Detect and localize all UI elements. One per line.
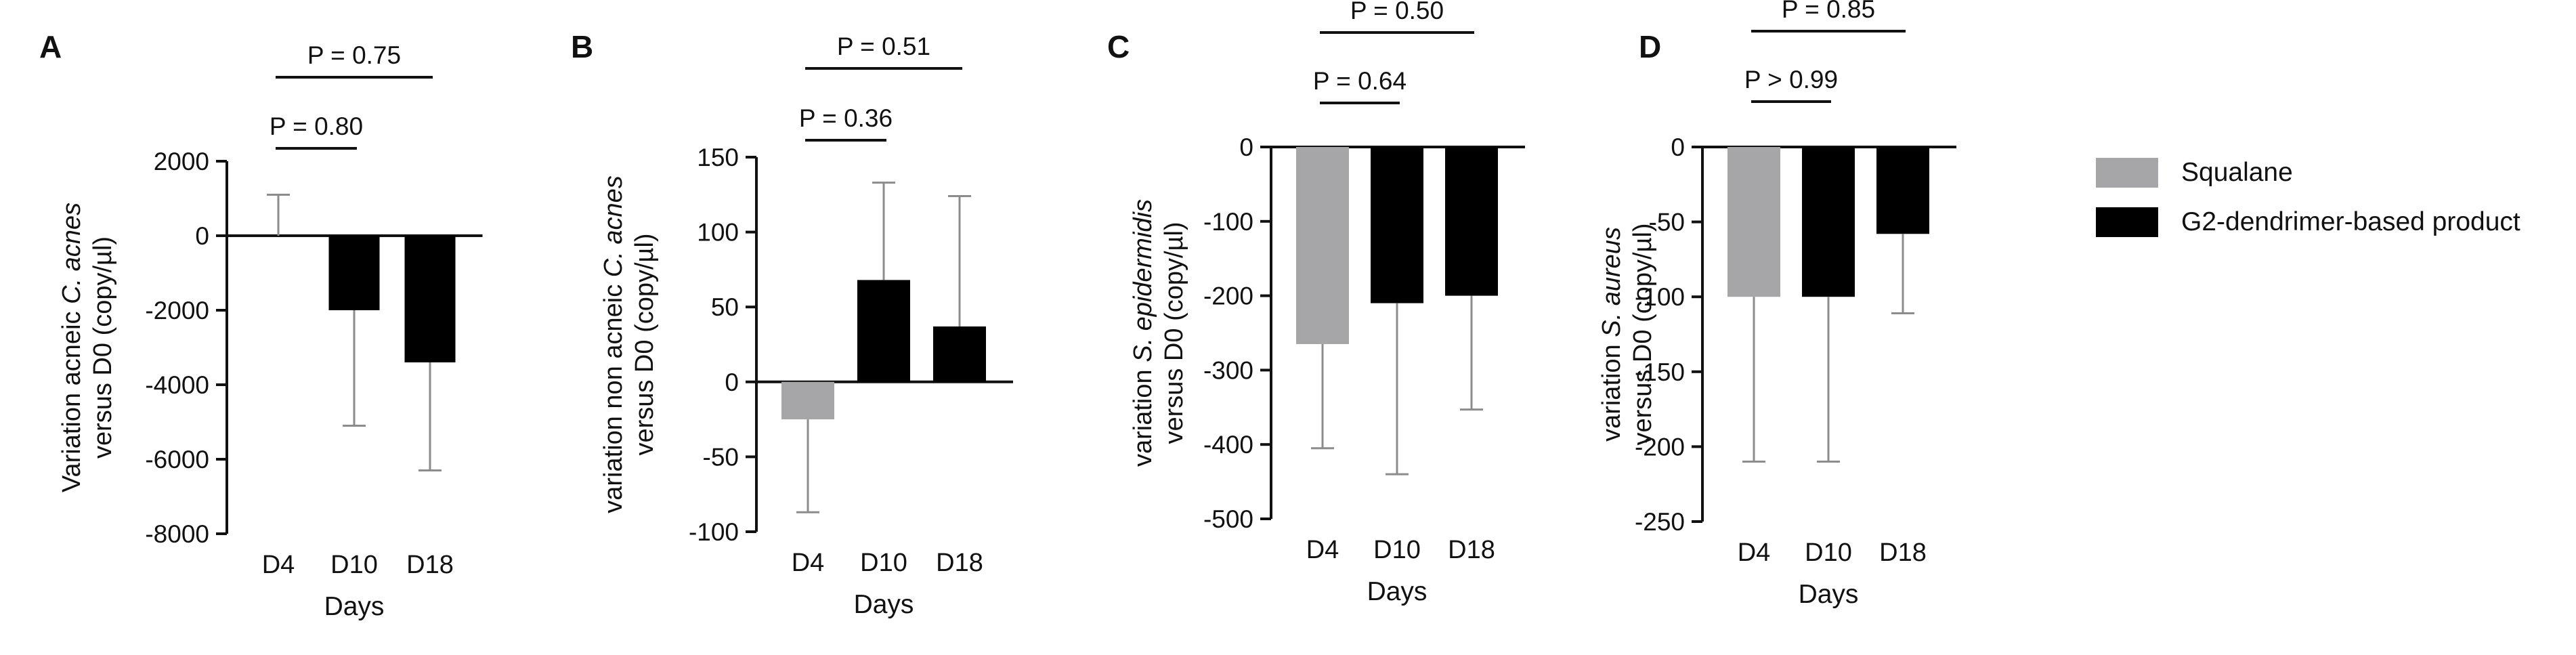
y-tick-label: -250 bbox=[1635, 508, 1685, 536]
y-tick-label: -6000 bbox=[145, 446, 209, 473]
x-tick-label: D4 bbox=[792, 549, 825, 577]
y-tick-label: -150 bbox=[1635, 358, 1685, 386]
y-tick-label: -100 bbox=[1635, 283, 1685, 311]
x-tick-label: D4 bbox=[1738, 538, 1771, 567]
x-tick-label: D18 bbox=[1448, 536, 1495, 564]
legend-swatch-g2 bbox=[2096, 207, 2158, 237]
x-tick-label: D18 bbox=[936, 549, 983, 577]
p-value-label: P = 0.50 bbox=[1350, 0, 1444, 24]
panel-letter: C bbox=[1107, 29, 1130, 64]
x-axis-title: Days bbox=[1367, 577, 1427, 606]
legend-label-squalane: Squalane bbox=[2181, 158, 2293, 187]
y-tick-label: 50 bbox=[711, 293, 739, 321]
chart-panel-d: D 0 -50 -100 -150 -200 -250 D4 D10 D18 Days variati… bbox=[1597, 0, 1956, 609]
p-value-label: P = 0.64 bbox=[1313, 67, 1407, 95]
x-tick-label: D10 bbox=[1805, 538, 1852, 567]
y-tick-label: 100 bbox=[697, 219, 739, 247]
p-value-label: P = 0.51 bbox=[837, 33, 930, 60]
y-tick-label: 0 bbox=[725, 368, 739, 396]
y-tick-label: -200 bbox=[1635, 433, 1685, 461]
y-tick-label: 2000 bbox=[154, 148, 209, 175]
y-tick-label: -300 bbox=[1203, 356, 1253, 384]
bar-d18 bbox=[404, 236, 456, 362]
y-tick-label: 0 bbox=[195, 222, 209, 250]
y-tick-label: 150 bbox=[697, 144, 739, 171]
y-tick-label: -100 bbox=[1203, 208, 1253, 236]
bar-d4 bbox=[1727, 147, 1780, 297]
y-tick-label: -2000 bbox=[145, 297, 209, 324]
x-axis-title: Days bbox=[854, 590, 914, 619]
panel-letter: D bbox=[1639, 29, 1661, 64]
y-tick-label: -400 bbox=[1203, 431, 1253, 459]
legend-swatch-squalane bbox=[2096, 158, 2158, 188]
y-tick-label: -100 bbox=[689, 518, 739, 546]
y-axis-title: Variation acneic C. acnes versus D0 (copy… bbox=[58, 203, 117, 492]
x-tick-label: D10 bbox=[860, 549, 907, 577]
x-tick-label: D10 bbox=[1373, 536, 1421, 564]
bar-d18 bbox=[933, 326, 986, 382]
y-axis-title: variation S. aureus versus D0 (copy/µl) bbox=[1597, 223, 1657, 445]
x-tick-label: D10 bbox=[330, 551, 378, 579]
y-tick-label: 0 bbox=[1239, 133, 1253, 161]
y-axis-title: variation S. epidermidis versus D0 (copy/… bbox=[1129, 199, 1188, 467]
y-tick-label: -50 bbox=[1649, 209, 1685, 236]
x-tick-label: D4 bbox=[262, 551, 295, 579]
p-value-label: P > 0.99 bbox=[1744, 66, 1838, 93]
bar-d10 bbox=[1802, 147, 1855, 297]
y-tick-label: -50 bbox=[703, 443, 739, 471]
legend-label-g2: G2-dendrimer-based product bbox=[2181, 207, 2520, 236]
chart-panel-a: A 2000 0 -2000 -4000 -6000 -8000 D4 D10 D18 Days Va… bbox=[39, 29, 483, 621]
bar-d18 bbox=[1445, 147, 1498, 296]
bar-d10 bbox=[328, 236, 380, 310]
y-axis-title: variation non acneic C. acnesversus D0 (… bbox=[599, 175, 659, 513]
bar-d10 bbox=[857, 280, 910, 382]
panel-letter: B bbox=[571, 29, 593, 64]
y-tick-label: -8000 bbox=[145, 520, 209, 548]
legend-item-g2: G2-dendrimer-based product bbox=[2096, 202, 2576, 242]
x-axis-title: Days bbox=[1799, 580, 1859, 609]
bar-d4 bbox=[1296, 147, 1349, 344]
x-tick-label: D18 bbox=[1879, 538, 1927, 567]
chart-panel-c: C 0 -100 -200 -300 -400 -500 D4 D10 D18 Days variat… bbox=[1107, 0, 1525, 606]
bar-d4 bbox=[781, 381, 834, 420]
y-tick-label: -200 bbox=[1203, 282, 1253, 310]
chart-panel-b: B 150 100 50 0 -50 -100 D4 D10 D18 Days variation n… bbox=[571, 29, 1013, 619]
y-tick-label: 0 bbox=[1671, 133, 1685, 161]
x-axis-title: Days bbox=[324, 592, 385, 621]
bar-d10 bbox=[1371, 147, 1423, 303]
panel-letter: A bbox=[39, 29, 62, 64]
y-tick-label: -500 bbox=[1203, 505, 1253, 533]
legend-item-squalane: Squalane bbox=[2096, 152, 2576, 193]
x-tick-label: D18 bbox=[406, 551, 454, 579]
p-value-label: P = 0.80 bbox=[270, 112, 363, 140]
p-value-label: P = 0.75 bbox=[307, 41, 401, 69]
x-tick-label: D4 bbox=[1306, 536, 1339, 564]
y-tick-label: -4000 bbox=[145, 371, 209, 399]
bar-d18 bbox=[1876, 147, 1929, 234]
p-value-label: P = 0.36 bbox=[799, 104, 893, 132]
p-value-label: P = 0.85 bbox=[1782, 0, 1875, 23]
